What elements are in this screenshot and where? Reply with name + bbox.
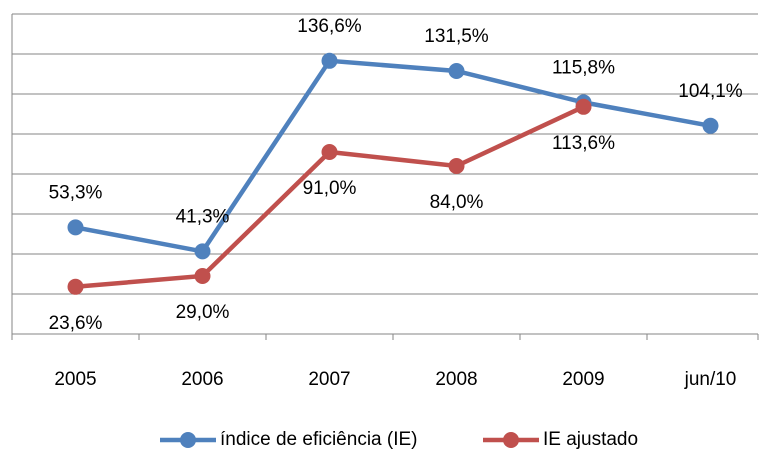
- data-label: 91,0%: [303, 178, 357, 199]
- point: [194, 268, 211, 284]
- data-label: 131,5%: [424, 26, 489, 47]
- point: [67, 278, 84, 295]
- data-label: 136,6%: [297, 16, 362, 37]
- point: [321, 144, 338, 160]
- point: [448, 63, 465, 79]
- x-tick-label: 2006: [181, 369, 223, 390]
- point: [67, 219, 84, 236]
- x-tick-label: 2007: [308, 369, 350, 390]
- legend-marker: [180, 432, 196, 448]
- point: [321, 52, 338, 69]
- legend-marker: [503, 432, 519, 448]
- legend-label: índice de eficiência (IE): [220, 429, 418, 450]
- x-tick-label: 2005: [54, 369, 96, 390]
- point: [448, 158, 465, 174]
- data-label: 104,1%: [678, 81, 743, 102]
- point: [194, 243, 211, 260]
- x-tick-label: 2009: [562, 369, 604, 390]
- data-label: 113,6%: [552, 133, 615, 154]
- legend-label: IE ajustado: [543, 429, 638, 450]
- data-label: 41,3%: [176, 206, 230, 227]
- data-label: 115,8%: [552, 57, 615, 78]
- point: [702, 117, 719, 134]
- series-line: [75, 58, 711, 254]
- point: [575, 98, 592, 115]
- x-tick-label: 2008: [435, 369, 477, 390]
- data-label: 29,0%: [176, 302, 230, 323]
- data-label: 23,6%: [49, 313, 103, 334]
- data-label: 84,0%: [430, 192, 484, 213]
- x-tick-label: jun/10: [684, 369, 737, 390]
- data-label: 53,3%: [49, 182, 103, 203]
